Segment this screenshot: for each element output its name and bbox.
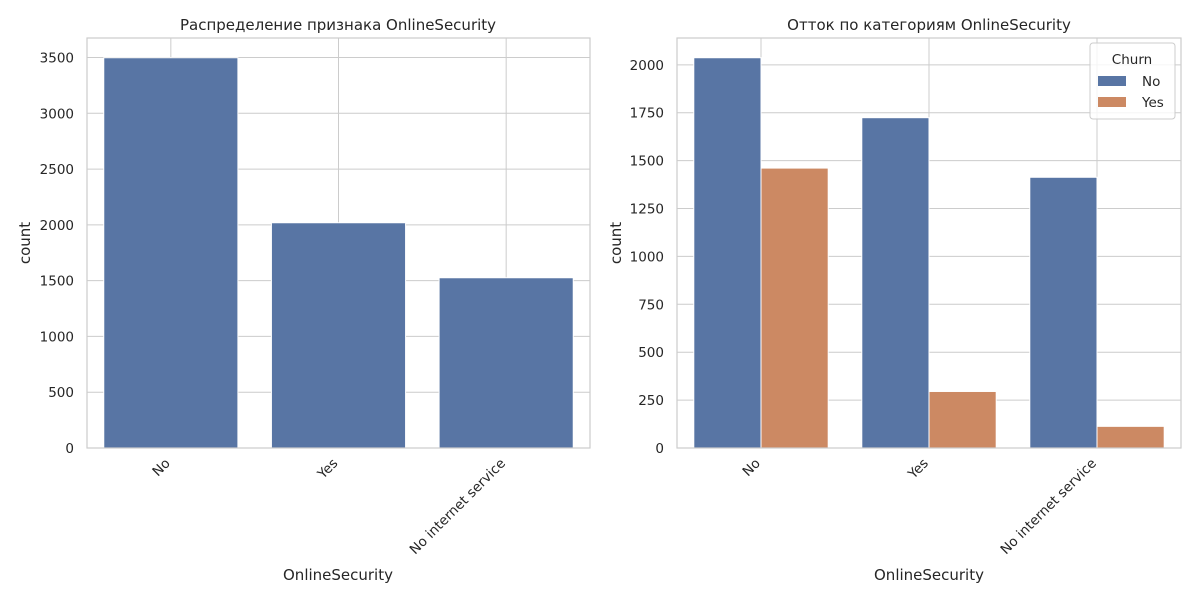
y-tick-label: 750	[638, 297, 664, 313]
x-tick-label-no-internet-service: No internet service	[407, 456, 509, 558]
y-tick-label: 2000	[40, 218, 74, 234]
legend-swatch-yes	[1098, 97, 1126, 107]
y-tick-label: 0	[655, 441, 664, 457]
legend-swatch-no	[1098, 76, 1126, 86]
chart-title: Распределение признака OnlineSecurity	[180, 16, 496, 34]
bar-no-internet-service-churn-yes	[1096, 425, 1165, 449]
y-axis-label: count	[607, 222, 625, 264]
online-security-count-chart: Распределение признака OnlineSecurity co…	[16, 16, 591, 584]
y-tick-label: 3500	[40, 51, 74, 67]
x-tick-label-yes: Yes	[904, 456, 931, 483]
legend-label-no: No	[1142, 74, 1160, 90]
churn-by-online-security-chart: Отток по категориям OnlineSecurity count…	[607, 16, 1182, 584]
bar-no-churn-no	[693, 57, 762, 449]
y-tick-label: 1500	[40, 274, 74, 290]
axes-frame	[86, 37, 591, 449]
chart-title: Отток по категориям OnlineSecurity	[787, 16, 1071, 34]
bar-no	[103, 57, 239, 449]
legend-label-yes: Yes	[1141, 95, 1164, 111]
y-tick-label: 250	[638, 393, 664, 409]
x-axis-label: OnlineSecurity	[874, 566, 984, 584]
y-tick-label: 500	[638, 345, 664, 361]
x-tick-label-no: No	[149, 456, 173, 480]
legend: Churn No Yes	[1089, 42, 1176, 120]
bar-no-internet-service	[438, 277, 574, 449]
bar-yes-churn-yes	[928, 390, 997, 449]
y-tick-label: 500	[48, 385, 74, 401]
x-tick-label-yes: Yes	[314, 456, 341, 483]
bar-no-internet-service-churn-no	[1029, 176, 1098, 449]
bar-yes	[270, 222, 407, 449]
y-tick-label: 1500	[630, 154, 664, 170]
plot-area: 0 250 500 750 1000 1250 1500 1750 2000 No Yes No in…	[630, 37, 1182, 558]
y-tick-label: 1000	[40, 329, 74, 345]
y-axis-label: count	[16, 222, 34, 264]
y-tick-label: 3000	[40, 106, 74, 122]
x-tick-label-no-internet-service: No internet service	[998, 456, 1100, 558]
y-tick-label: 0	[65, 441, 74, 457]
legend-title: Churn	[1112, 52, 1152, 68]
y-tick-label: 1250	[630, 202, 664, 218]
x-axis-label: OnlineSecurity	[283, 566, 393, 584]
x-tick-label-no: No	[740, 456, 764, 480]
y-tick-label: 2000	[630, 58, 664, 74]
bar-no-churn-yes	[760, 167, 829, 449]
y-tick-label: 2500	[40, 162, 74, 178]
y-tick-label: 1000	[630, 249, 664, 265]
plot-area: 0 500 1000 1500 2000 2500 3000 3500 No Yes No inte…	[40, 37, 591, 558]
y-tick-label: 1750	[630, 106, 664, 122]
bar-yes-churn-no	[861, 117, 930, 449]
axes-frame	[676, 37, 1182, 449]
